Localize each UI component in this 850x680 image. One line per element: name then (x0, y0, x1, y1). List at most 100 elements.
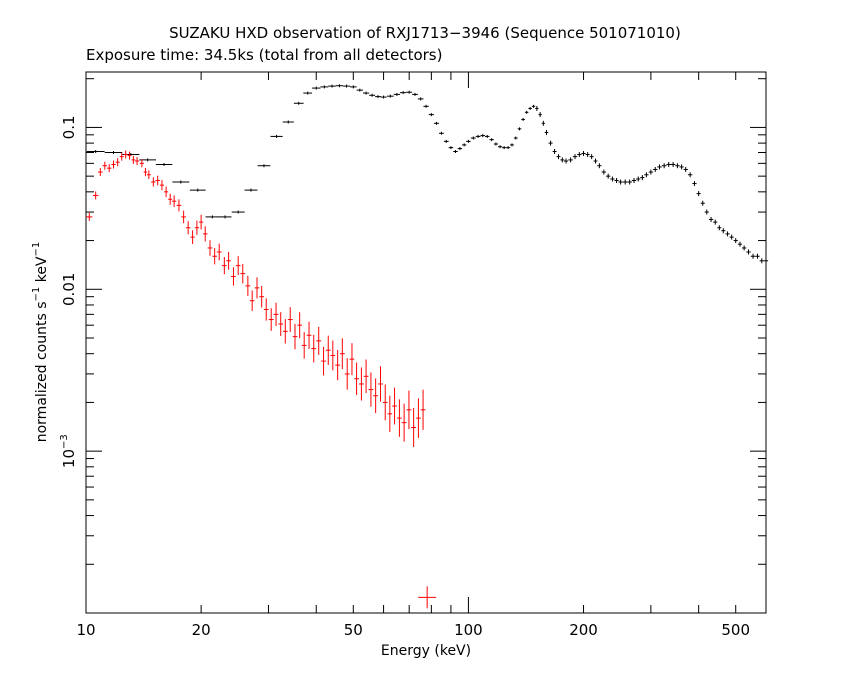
data-point (363, 359, 369, 394)
data-point (406, 390, 412, 430)
data-point (104, 150, 123, 154)
data-point (531, 104, 536, 108)
data-point (278, 312, 284, 336)
data-point (572, 154, 578, 160)
data-point (589, 154, 594, 160)
data-point (98, 168, 103, 177)
data-point (577, 152, 582, 158)
data-point (755, 253, 760, 259)
data-point (581, 151, 586, 157)
x-tick-labels: 10 20 50 100 200 500 (76, 621, 750, 639)
data-point (86, 212, 93, 221)
data-point (636, 176, 641, 182)
data-point (273, 302, 279, 326)
data-point (301, 332, 307, 359)
data-point (344, 358, 350, 390)
data-point (207, 240, 213, 256)
data-point (335, 349, 341, 381)
data-point (321, 346, 326, 376)
data-point (661, 163, 667, 169)
data-point (417, 97, 424, 101)
y-tick-labels: 0.1 0.01 10−3 (59, 115, 78, 468)
data-point (548, 140, 553, 146)
data-point (199, 214, 204, 230)
data-point (420, 389, 426, 430)
data-point (510, 143, 514, 147)
data-point (498, 145, 503, 149)
data-point (155, 163, 173, 167)
y-axis-title: normalized counts s−1 keV−1 (31, 242, 50, 443)
data-point (92, 191, 99, 200)
data-point (194, 220, 200, 235)
data-point (185, 221, 191, 235)
data-point (423, 104, 429, 108)
data-point (123, 150, 128, 159)
data-point (610, 176, 615, 182)
data-point (411, 407, 416, 448)
data-point (412, 92, 418, 96)
data-point (343, 84, 350, 88)
data-point (235, 256, 241, 276)
data-point (462, 143, 467, 147)
data-point (568, 157, 573, 163)
data-point (640, 175, 645, 181)
data-point (221, 256, 227, 275)
data-point (696, 191, 701, 197)
data-point (622, 179, 628, 185)
data-point (354, 362, 359, 396)
data-point (502, 146, 507, 150)
y-axis-title-mid: keV (34, 256, 50, 287)
data-point (306, 321, 312, 349)
data-point (378, 366, 383, 402)
data-point (438, 131, 444, 135)
data-point (316, 326, 322, 355)
y-axis-title-exp1: −1 (31, 287, 42, 302)
data-point (111, 160, 116, 169)
data-point (535, 105, 539, 111)
data-point (139, 159, 144, 168)
data-point (356, 88, 364, 92)
data-point (245, 275, 251, 296)
data-point (368, 372, 374, 407)
x-tick-label: 50 (344, 621, 363, 639)
data-point (151, 177, 156, 187)
data-point (725, 231, 730, 237)
data-point (303, 91, 313, 95)
data-point (397, 399, 402, 437)
data-point (244, 188, 258, 192)
data-point (107, 164, 112, 173)
data-point (164, 186, 169, 198)
data-point (168, 193, 173, 205)
data-point (282, 319, 288, 344)
x-tick-label: 200 (569, 621, 598, 639)
data-point (657, 164, 662, 170)
data-point (400, 91, 407, 95)
x-tick-label: 500 (721, 621, 750, 639)
data-point (287, 307, 293, 333)
data-point (528, 106, 532, 110)
data-point (335, 84, 344, 88)
data-point (328, 84, 336, 88)
data-point (737, 241, 743, 247)
data-point (216, 243, 222, 261)
data-point (563, 158, 569, 164)
data-point (679, 164, 684, 170)
data-point (648, 169, 654, 175)
data-point (489, 138, 494, 142)
data-point (418, 586, 437, 609)
data-point (653, 166, 658, 172)
data-point (270, 134, 283, 138)
data-point (349, 85, 357, 89)
series-2 (418, 586, 437, 609)
data-point (292, 323, 298, 350)
series-1 (86, 150, 426, 448)
data-point (597, 163, 602, 169)
data-point (556, 154, 561, 160)
data-point (202, 226, 208, 242)
data-point (506, 146, 511, 150)
data-point (692, 181, 697, 187)
data-point (759, 258, 764, 264)
data-point (325, 335, 331, 365)
data-point (155, 175, 160, 186)
data-point (181, 210, 186, 224)
